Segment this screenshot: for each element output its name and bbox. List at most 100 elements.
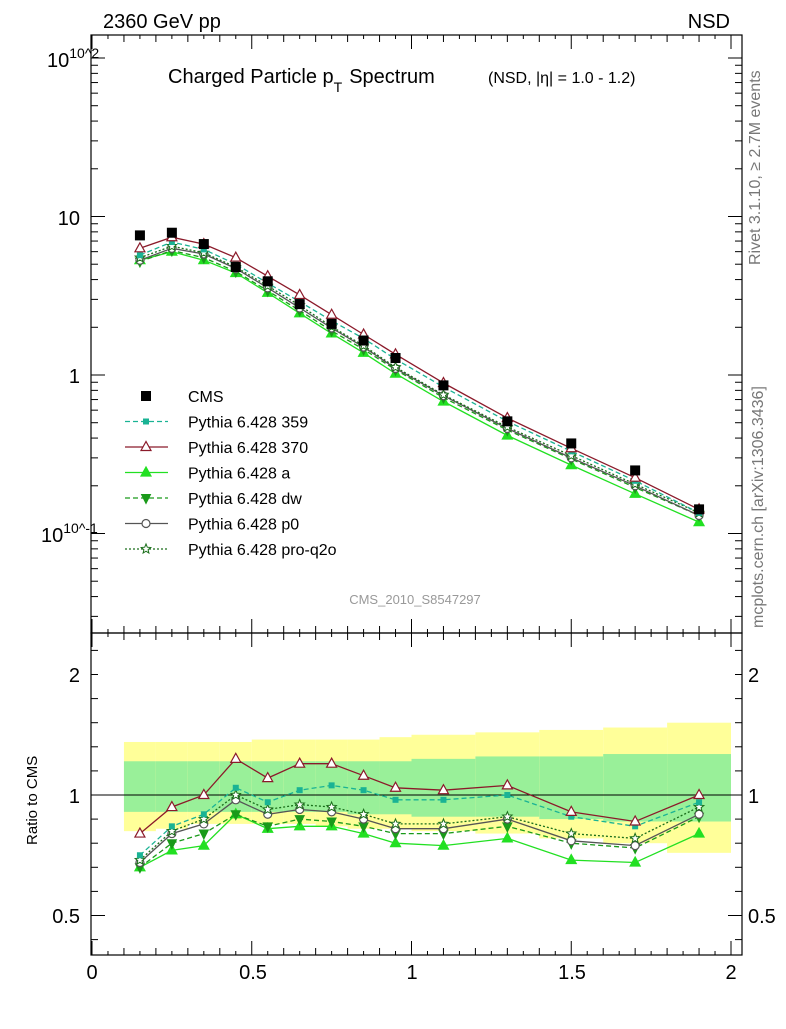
ratio-series-p370	[133, 752, 706, 838]
ratio-point-p359	[264, 799, 271, 806]
legend-marker-p359	[143, 418, 149, 425]
main-line-pa	[139, 251, 700, 523]
main-point-cms	[166, 227, 177, 238]
x-tick-label-0.5: 0.5	[239, 962, 267, 984]
ratio-point-pq2o	[165, 824, 178, 837]
main-point-cms	[630, 465, 641, 476]
ratio-point-pq2o	[389, 817, 402, 830]
main-series-cms	[134, 227, 705, 515]
main-point-p370	[325, 308, 338, 319]
ratio-point-p359	[392, 796, 399, 803]
main-panel: 1010^-1 1 10 1010^2 Charged Particle pT S…	[41, 34, 743, 634]
legend-label-pa: Pythia 6.428 a	[188, 466, 290, 483]
main-line-pdw	[139, 249, 700, 516]
ratio-point-pq2o	[325, 800, 338, 813]
x-tick-label-2: 2	[725, 962, 736, 984]
ratio-point-pp0	[630, 841, 640, 851]
ratio-point-p359	[296, 787, 303, 794]
mcplots-label: mcplots.cern.ch [arXiv:1306.3436]	[750, 386, 767, 628]
ratio-series-p359	[136, 782, 703, 859]
ratio-point-pa	[197, 838, 210, 850]
main-point-cms	[694, 504, 705, 515]
ratio-point-p359	[168, 823, 175, 830]
y-tick-label-10: 10	[58, 208, 80, 230]
main-line-pq2o	[139, 245, 700, 514]
ratio-panel: 0.5 1 2 0.5 1 2 Ratio to CMS 0 0.5 1 1.5…	[24, 632, 776, 984]
ratio-point-p359	[232, 784, 239, 791]
ratio-line-pp0	[139, 799, 700, 863]
main-series-pa	[133, 244, 706, 527]
ratio-point-pq2o	[565, 827, 578, 839]
ratio-point-pq2o	[437, 817, 450, 830]
ratio-y-tick-label-1: 1	[69, 786, 80, 808]
ratio-point-pq2o	[293, 798, 306, 810]
ratio-point-pa	[389, 836, 402, 848]
ratio-point-p359	[696, 799, 703, 806]
y-tick-label-1e-1: 1010^-1	[41, 520, 98, 547]
main-point-p359	[200, 246, 207, 253]
ratio-y-tick-labels: 0.5 1 2 0.5 1 2	[52, 665, 776, 928]
legend-marker-pdw	[140, 494, 152, 505]
main-series-layer	[133, 227, 706, 527]
ratio-point-p370	[693, 788, 706, 800]
legend-label-p370: Pythia 6.428 370	[188, 440, 308, 457]
ratio-point-p370	[501, 778, 514, 790]
ratio-point-pa	[565, 853, 578, 865]
main-point-p370	[629, 470, 642, 482]
main-point-cms	[294, 299, 305, 310]
ratio-point-p370	[165, 800, 178, 812]
ratio-point-p370	[133, 826, 146, 838]
x-tick-label-0: 0	[86, 962, 97, 984]
ratio-uncertainty-bands	[123, 722, 731, 853]
main-point-p370	[229, 250, 242, 262]
y-tick-label-1: 1	[69, 366, 80, 388]
x-tick-label-1: 1	[406, 962, 417, 984]
main-line-p359	[139, 241, 700, 514]
main-point-cms	[230, 262, 241, 273]
ratio-point-pq2o	[261, 803, 274, 815]
main-point-cms	[438, 380, 449, 391]
ratio-point-pq2o	[229, 788, 242, 801]
rivet-version-label: Rivet 3.1.10, ≥ 2.7M events	[747, 70, 764, 265]
ratio-point-p359	[136, 852, 143, 859]
ratio-axis-ticks	[91, 633, 742, 955]
legend-label-pp0: Pythia 6.428 p0	[188, 517, 299, 534]
ratio-point-p370	[325, 756, 338, 768]
ratio-point-pa	[693, 826, 706, 838]
ratio-point-pdw	[230, 810, 242, 821]
legend-entry-cms: CMS	[141, 389, 224, 406]
ratio-point-pa	[629, 855, 642, 867]
ratio-line-p359	[139, 784, 700, 856]
ratio-point-pa	[437, 838, 450, 850]
main-point-pq2o	[165, 239, 178, 252]
main-point-p370	[293, 288, 306, 300]
legend-marker-pp0	[141, 518, 151, 529]
x-tick-labels: 0 0.5 1 1.5 2	[86, 962, 736, 984]
header-energy-label: 2360 GeV pp	[103, 11, 221, 33]
ratio-point-p370	[389, 781, 402, 792]
header-process-label: NSD	[688, 11, 730, 33]
legend-marker-cms	[141, 391, 151, 401]
legend-label-p359: Pythia 6.428 359	[188, 415, 308, 432]
ratio-plot-frame	[90, 632, 743, 956]
plot-title-main: Charged Particle pT Spectrum	[168, 66, 435, 95]
ratio-point-pdw	[166, 839, 178, 850]
ratio-point-pdw	[198, 829, 210, 841]
ratio-point-p370	[197, 788, 210, 800]
ratio-point-p370	[437, 783, 450, 795]
main-point-cms	[326, 318, 337, 329]
main-point-pq2o	[389, 360, 402, 373]
ratio-point-pdw	[326, 817, 337, 829]
main-point-cms	[566, 438, 577, 449]
legend: CMS Pythia 6.428 359 Pythia 6.428 370 Pythi…	[125, 389, 337, 559]
ratio-point-pdw	[262, 822, 274, 833]
ratio-point-p370	[565, 805, 578, 816]
ratio-line-pdw	[139, 813, 700, 868]
ratio-point-pq2o	[692, 800, 706, 813]
main-point-p370	[133, 241, 146, 253]
ratio-point-p359	[632, 823, 639, 830]
main-point-pq2o	[437, 388, 450, 400]
ratio-line-pq2o	[139, 794, 700, 861]
main-point-cms	[358, 335, 369, 346]
